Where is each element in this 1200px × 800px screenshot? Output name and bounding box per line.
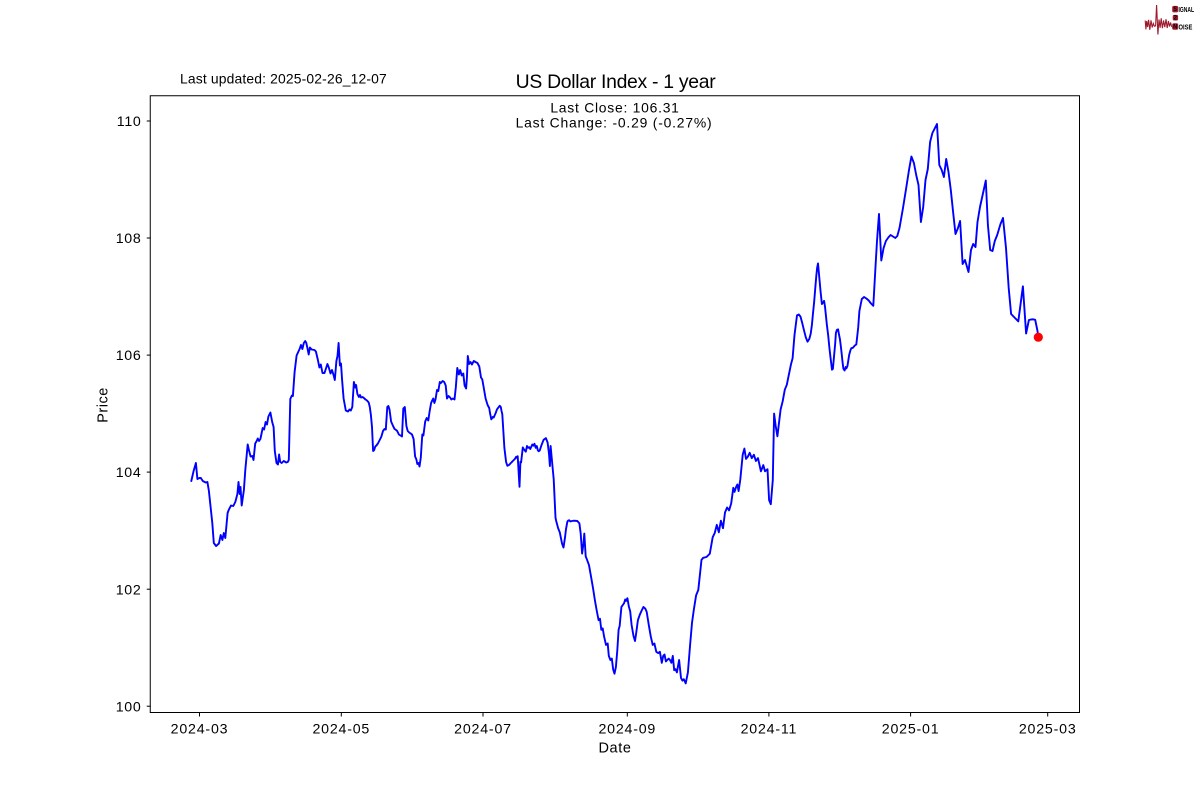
svg-text:2024-05: 2024-05 [312,722,370,738]
svg-text:104: 104 [116,465,142,481]
svg-text:110: 110 [117,114,142,130]
svg-text:Price: Price [96,387,112,423]
svg-text:Date: Date [598,740,631,756]
svg-text:N: N [1173,24,1178,31]
svg-text:100: 100 [116,699,142,715]
svg-text:IGNAL: IGNAL [1179,5,1195,14]
svg-text:2025-01: 2025-01 [882,722,940,738]
svg-text:108: 108 [116,231,142,247]
svg-text:2024-09: 2024-09 [598,722,656,738]
svg-text:Last updated: 2025-02-26_12-07: Last updated: 2025-02-26_12-07 [180,70,387,86]
svg-text:2024-03: 2024-03 [171,722,229,738]
svg-text:2024-07: 2024-07 [454,722,512,738]
svg-text:106: 106 [116,348,142,364]
svg-text:US Dollar Index - 1 year: US Dollar Index - 1 year [516,71,717,93]
svg-text:2: 2 [1174,16,1178,22]
svg-text:S: S [1173,6,1177,13]
svg-text:102: 102 [116,582,142,598]
svg-text:2024-11: 2024-11 [741,722,798,738]
svg-text:Last Change: -0.29 (-0.27%): Last Change: -0.29 (-0.27%) [516,114,713,130]
svg-text:2025-03: 2025-03 [1019,722,1077,738]
svg-text:OISE: OISE [1179,22,1193,31]
svg-text:Last Close: 106.31: Last Close: 106.31 [550,99,679,115]
